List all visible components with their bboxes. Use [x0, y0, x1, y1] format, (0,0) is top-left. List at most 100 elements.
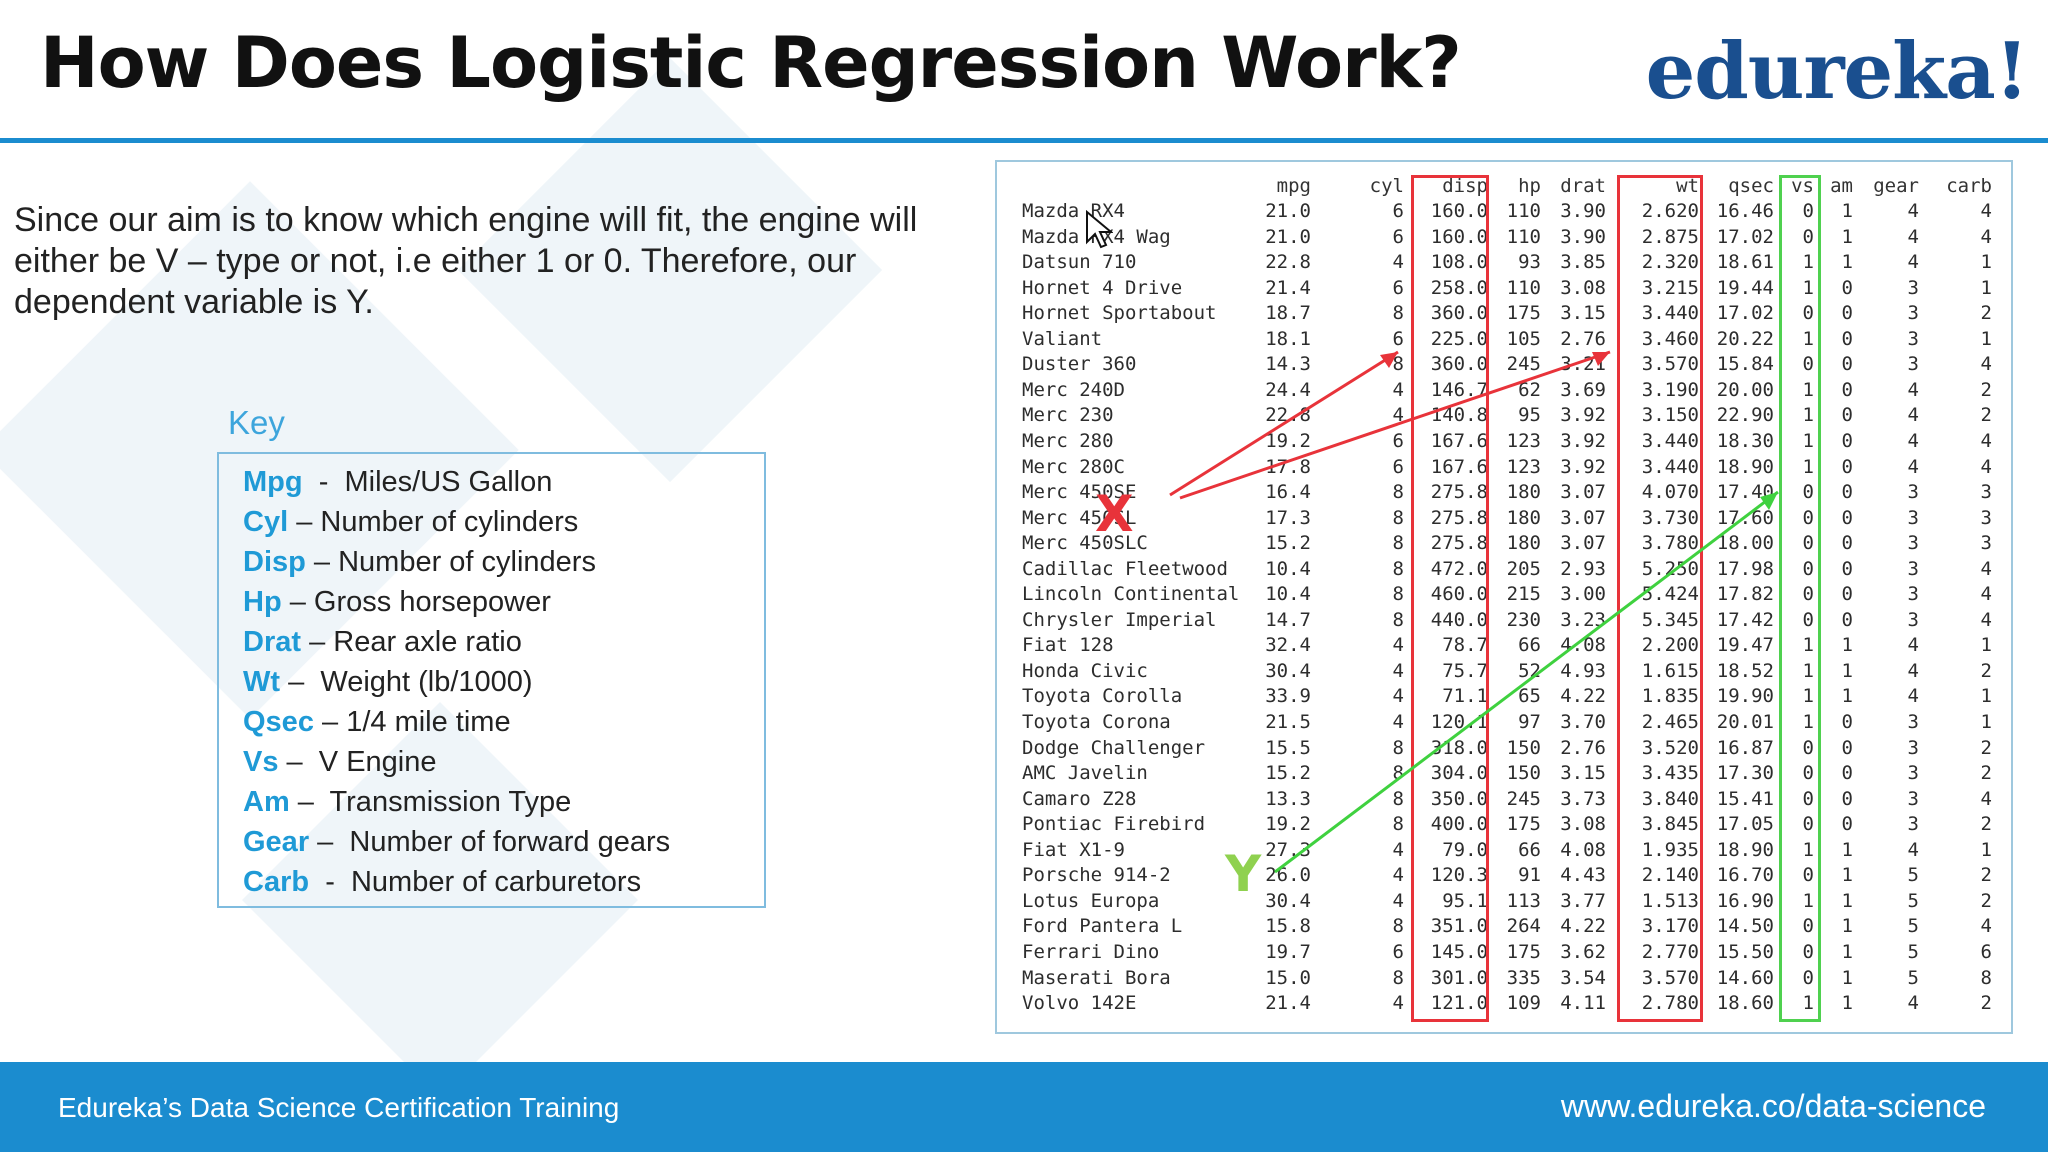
table-cell-drat: 3.73	[1560, 788, 1606, 810]
key-item: Wt – Weight (lb/1000)	[243, 662, 764, 702]
table-cell-disp: 304.0	[1430, 762, 1488, 784]
table-cell-qsec: 17.02	[1716, 226, 1774, 248]
x-arrow-to-wt	[1179, 350, 1611, 500]
table-cell-carb: 2	[1980, 302, 1992, 324]
row-name-cell: Toyota Corolla	[1022, 685, 1183, 707]
table-cell-hp: 245	[1506, 353, 1541, 375]
table-cell-carb: 1	[1980, 277, 1992, 299]
table-cell-cyl: 8	[1392, 558, 1404, 580]
key-item: Carb - Number of carburetors	[243, 862, 764, 902]
table-cell-drat: 3.07	[1560, 481, 1606, 503]
row-name-cell: Honda Civic	[1022, 660, 1148, 682]
table-cell-carb: 2	[1980, 762, 1992, 784]
table-row: Valiant 18.1 6 225.0 105 2.76 3.460 20.22 1 0 3 1	[997, 327, 2011, 352]
table-cell-am: 0	[1841, 532, 1853, 554]
table-cell-qsec: 18.90	[1716, 839, 1774, 861]
table-cell-carb: 1	[1980, 685, 1992, 707]
table-cell-carb: 4	[1980, 558, 1992, 580]
key-description: 1/4 mile time	[346, 706, 511, 738]
table-cell-disp: 78.7	[1442, 634, 1488, 656]
table-cell-qsec: 16.90	[1716, 890, 1774, 912]
table-cell-disp: 360.0	[1430, 302, 1488, 324]
table-cell-mpg: 14.7	[1265, 609, 1311, 631]
edureka-logo: edureka!	[1645, 26, 2029, 117]
table-cell-mpg: 30.4	[1265, 890, 1311, 912]
table-cell-vs: 0	[1802, 558, 1814, 580]
footer-url-link[interactable]: www.edureka.co/data-science	[1560, 1088, 1986, 1124]
table-cell-hp: 175	[1506, 302, 1541, 324]
table-cell-am: 0	[1841, 456, 1853, 478]
table-cell-mpg: 33.9	[1265, 685, 1311, 707]
row-name-cell: Hornet 4 Drive	[1022, 277, 1183, 299]
table-cell-gear: 4	[1907, 992, 1919, 1014]
table-cell-drat: 4.43	[1560, 864, 1606, 886]
table-cell-vs: 1	[1802, 660, 1814, 682]
table-cell-drat: 4.08	[1560, 839, 1606, 861]
table-cell-wt: 2.320	[1641, 251, 1699, 273]
table-row: Fiat X1-9 27.3 4 79.0 66 4.08 1.935 18.90 1 1 4 1	[997, 838, 2011, 863]
table-cell-disp: 167.6	[1430, 456, 1488, 478]
key-separator: –	[288, 506, 321, 538]
table-cell-vs: 0	[1802, 507, 1814, 529]
table-cell-drat: 3.90	[1560, 226, 1606, 248]
table-cell-mpg: 30.4	[1265, 660, 1311, 682]
table-cell-vs: 1	[1802, 456, 1814, 478]
y-label: Y	[1225, 845, 1262, 903]
key-description: V Engine	[318, 746, 437, 778]
table-cell-hp: 180	[1506, 507, 1541, 529]
table-cell-wt: 1.935	[1641, 839, 1699, 861]
table-cell-vs: 1	[1802, 685, 1814, 707]
table-cell-drat: 3.15	[1560, 762, 1606, 784]
table-cell-carb: 6	[1980, 941, 1992, 963]
table-cell-mpg: 15.8	[1265, 915, 1311, 937]
table-row: Mazda RX4 Wag 21.0 6 160.0 110 3.90 2.875 17.02…	[997, 225, 2011, 250]
key-term: Qsec	[243, 706, 314, 738]
table-cell-drat: 2.93	[1560, 558, 1606, 580]
table-cell-carb: 2	[1980, 379, 1992, 401]
table-row: Cadillac Fleetwood 10.4 8 472.0 205 2.93 5.250…	[997, 557, 2011, 582]
table-cell-carb: 2	[1980, 813, 1992, 835]
key-separator: –	[281, 586, 314, 618]
table-cell-carb: 3	[1980, 481, 1992, 503]
table-cell-qsec: 18.60	[1716, 992, 1774, 1014]
table-cell-gear: 4	[1907, 839, 1919, 861]
table-cell-vs: 0	[1802, 864, 1814, 886]
table-cell-hp: 66	[1518, 839, 1541, 861]
row-name-cell: Valiant	[1022, 328, 1103, 350]
table-cell-gear: 5	[1907, 864, 1919, 886]
mouse-pointer-icon	[1086, 210, 1113, 249]
table-cell-cyl: 4	[1392, 839, 1404, 861]
table-cell-drat: 4.08	[1560, 634, 1606, 656]
key-term: Mpg	[243, 466, 303, 498]
table-cell-cyl: 8	[1392, 762, 1404, 784]
table-cell-am: 1	[1841, 839, 1853, 861]
key-term: Am	[243, 786, 290, 818]
table-cell-cyl: 8	[1392, 788, 1404, 810]
table-cell-wt: 3.520	[1641, 737, 1699, 759]
table-cell-cyl: 4	[1392, 992, 1404, 1014]
table-cell-drat: 3.54	[1560, 967, 1606, 989]
table-row: Hornet 4 Drive 21.4 6 258.0 110 3.08 3.215 19.4…	[997, 276, 2011, 301]
table-cell-vs: 1	[1802, 890, 1814, 912]
key-separator: -	[302, 466, 345, 498]
table-row: Datsun 710 22.8 4 108.0 93 3.85 2.320 18.61 1 1 4 1	[997, 250, 2011, 275]
table-cell-vs: 1	[1802, 251, 1814, 273]
key-term: Drat	[243, 626, 302, 658]
table-cell-wt: 5.424	[1641, 583, 1699, 605]
table-row: Pontiac Firebird 19.2 8 400.0 175 3.08 3.845 17…	[997, 812, 2011, 837]
table-cell-mpg: 15.0	[1265, 967, 1311, 989]
table-cell-qsec: 17.02	[1716, 302, 1774, 324]
table-cell-gear: 5	[1907, 941, 1919, 963]
table-cell-am: 0	[1841, 353, 1853, 375]
table-cell-am: 1	[1841, 251, 1853, 273]
table-cell-wt: 3.170	[1641, 915, 1699, 937]
table-cell-am: 0	[1841, 379, 1853, 401]
row-name-cell: Maserati Bora	[1022, 967, 1171, 989]
table-cell-gear: 5	[1907, 890, 1919, 912]
table-cell-vs: 0	[1802, 788, 1814, 810]
table-cell-drat: 3.85	[1560, 251, 1606, 273]
table-cell-drat: 3.08	[1560, 277, 1606, 299]
key-separator: –	[278, 746, 319, 778]
table-cell-hp: 113	[1506, 890, 1541, 912]
key-description: Rear axle ratio	[333, 626, 522, 658]
